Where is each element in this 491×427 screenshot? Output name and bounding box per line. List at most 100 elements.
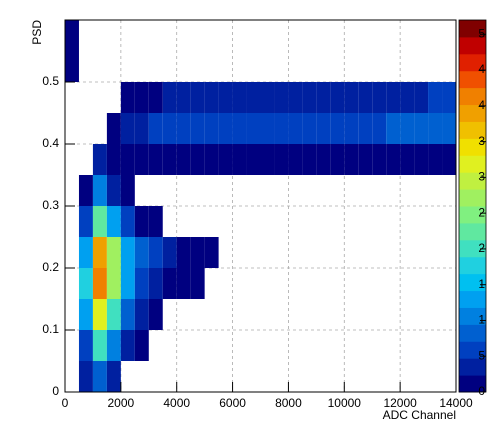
heatmap-cell [92,299,107,330]
x-tick-label: 0 [62,396,69,410]
heatmap-cell [148,144,163,175]
heatmap-cell [218,113,233,144]
heatmap-cell [190,144,205,175]
heatmap-cell [120,330,135,361]
colorbar-swatch [459,36,486,55]
heatmap-cell [78,330,93,361]
colorbar-swatch [459,341,486,359]
colorbar-swatch [459,104,486,122]
colorbar-swatch [459,87,486,106]
heatmap-cell [414,82,429,113]
x-tick-label: 8000 [275,396,302,410]
heatmap-cell [190,82,205,113]
heatmap-cell [260,144,275,175]
heatmap-cell [428,82,443,113]
heatmap-cell [148,82,163,113]
heatmap-cell [386,82,401,113]
heatmap-cell [232,144,247,175]
heatmap-cell [372,82,387,113]
heatmap-cell [372,144,387,175]
colorbar-swatch [459,324,486,342]
heatmap-cell [92,268,107,299]
heatmap-cell [106,113,121,144]
x-tick-label: 6000 [219,396,246,410]
heatmap-cell [106,175,121,206]
heatmap-cell [274,144,289,175]
heatmap-cell [400,144,415,175]
heatmap-cell [428,144,443,175]
x-tick-label: 4000 [163,396,190,410]
heatmap-cell [386,113,401,144]
colorbar-swatch [459,155,486,173]
heatmap-cell [92,361,107,392]
heatmap-cell [148,268,163,299]
heatmap-cell [134,206,149,237]
x-tick-label: 12000 [383,396,417,410]
heatmap-cell [120,237,135,268]
heatmap-cell [302,82,317,113]
colorbar-tick-label: 1 [478,277,485,291]
heatmap-cell [260,113,275,144]
colorbar-tick-label: 5 [478,26,485,40]
heatmap-cell [204,113,219,144]
heatmap-cell [65,20,79,51]
heatmap-cell [190,113,205,144]
heatmap-cell [162,268,177,299]
heatmap-cell [260,82,275,113]
heatmap-cell [162,113,177,144]
y-tick-label: 0.5 [42,74,59,88]
heatmap-cell [106,206,121,237]
heatmap-cell [218,144,233,175]
heatmap-cell [204,144,219,175]
heatmap-cell [162,237,177,268]
heatmap-cell [120,82,135,113]
heatmap-cell [428,113,443,144]
heatmap-cell [274,82,289,113]
heatmap-cell [302,113,317,144]
colorbar-swatch [459,172,486,190]
heatmap-cell [106,299,121,330]
heatmap-cell [316,144,331,175]
heatmap-cell [176,113,191,144]
heatmap-cell [134,268,149,299]
heatmap-cell [344,113,359,144]
heatmap-cell [316,82,331,113]
heatmap-cell [106,330,121,361]
heatmap-cell [106,144,121,175]
colorbar-swatch [459,290,486,308]
heatmap-cell [190,237,205,268]
y-axis-title: PSD [30,20,44,45]
heatmap-cell [330,82,345,113]
heatmap-cell [78,361,93,392]
heatmap-cell [92,330,107,361]
heatmap-cell [400,113,415,144]
heatmap-cell [302,144,317,175]
heatmap-cell [414,144,429,175]
heatmap-cell [134,237,149,268]
heatmap-cell [204,82,219,113]
colorbar-swatch [459,307,486,325]
heatmap-cell [120,299,135,330]
heatmap-cell [92,144,107,175]
heatmap-cell [106,268,121,299]
heatmap-cell [344,144,359,175]
colorbar-swatch [459,222,486,241]
heatmap-cell [106,361,121,392]
heatmap-cell [246,113,261,144]
heatmap-cell [316,113,331,144]
colorbar-tick-label: 3 [478,134,485,148]
heatmap-cell [134,82,149,113]
heatmap-cell [288,113,303,144]
colorbar-tick-label: 3 [478,170,485,184]
y-tick-label: 0.3 [42,198,59,212]
colorbar-swatch [459,256,486,275]
heatmap-cell [134,113,149,144]
heatmap-cell [148,237,163,268]
heatmap-cell [386,144,401,175]
y-tick-label: 0 [52,384,59,398]
colorbar-frame [458,19,487,393]
heatmap-cell [330,113,345,144]
heatmap-cell [274,113,289,144]
colorbar-swatch [459,358,486,376]
heatmap-cell [92,206,107,237]
